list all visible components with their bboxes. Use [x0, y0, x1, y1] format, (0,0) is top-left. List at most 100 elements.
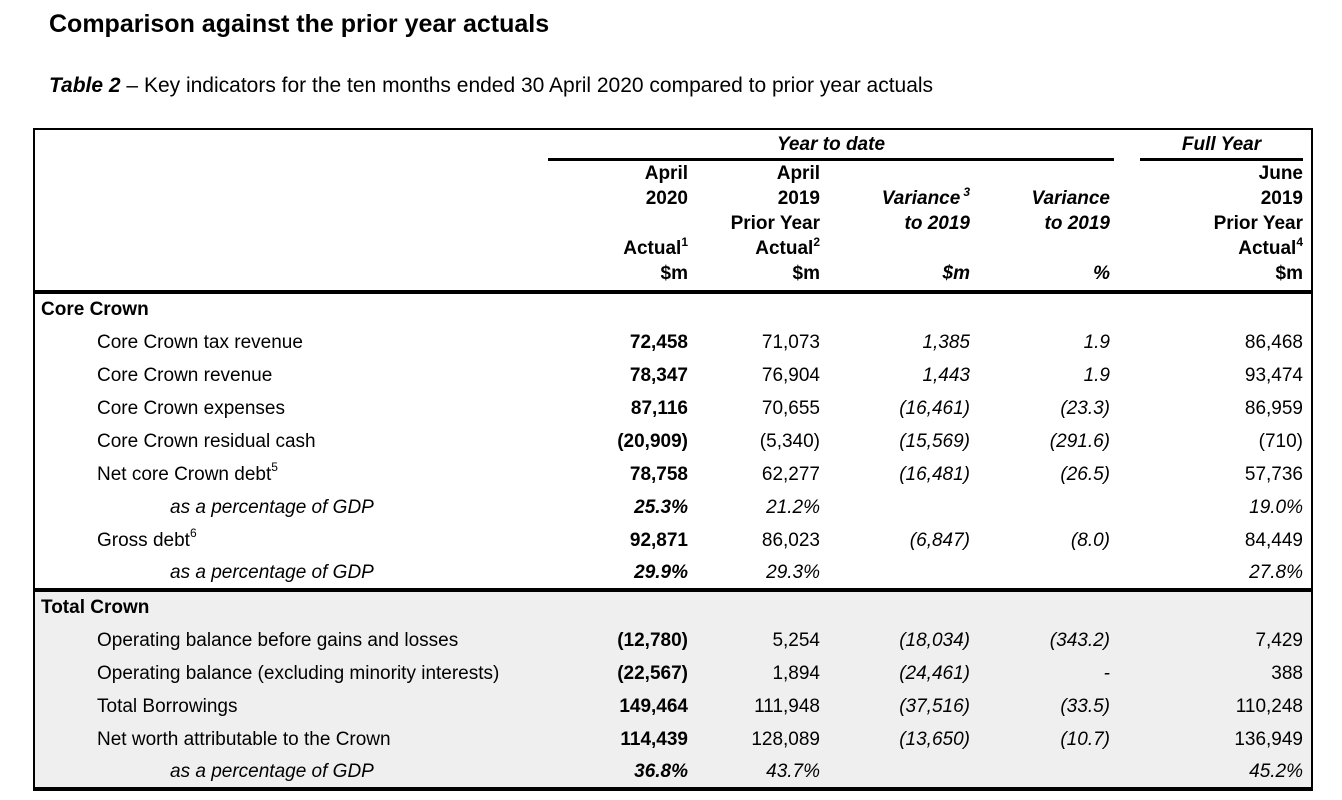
header-line	[534, 211, 694, 236]
cell-apr2020-actual: 25.3%	[634, 496, 688, 518]
header-spanner-row: Year to date Full Year	[34, 129, 1312, 161]
cell-variance-m: (24,461)	[826, 657, 976, 690]
cell-variance-m: (16,461)	[899, 397, 970, 419]
cell-variance-pct: (8.0)	[1070, 529, 1110, 551]
header-line: Prior Year	[730, 213, 820, 234]
table-row: Core Crown tax revenue 72,458 71,073 1,3…	[34, 326, 1312, 359]
footnote-marker: 4	[1296, 234, 1303, 249]
footnote-marker: 5	[271, 460, 278, 475]
row-label: Operating balance before gains and losse…	[34, 624, 534, 657]
footnote-marker: 3	[963, 184, 970, 199]
header-line	[826, 236, 976, 261]
row-label: as a percentage of GDP	[34, 756, 534, 789]
cell-fullyear-actual: 136,949	[1116, 723, 1312, 756]
cell-apr2020-actual: 78,758	[629, 463, 688, 485]
header-line: Actual2	[755, 234, 820, 259]
table-caption-ref: Table 2	[49, 74, 121, 97]
column-header-row: April 2020 Actual1 $m April 2019 Prior Y…	[34, 161, 1312, 294]
row-label: as a percentage of GDP	[170, 496, 374, 518]
table-row: Net worth attributable to the Crown 114,…	[34, 723, 1312, 756]
cell-fullyear-actual: 19.0%	[1249, 496, 1303, 518]
cell-apr2020-actual: (20,909)	[617, 430, 688, 452]
cell-variance-pct: (10.7)	[976, 723, 1116, 756]
cell-apr2020-actual: 149,464	[534, 690, 694, 723]
cell-apr2020-actual: (22,567)	[534, 657, 694, 690]
section-label: Core Crown	[41, 299, 149, 320]
cell-fullyear-actual: (710)	[1258, 430, 1303, 452]
header-line: June	[1258, 163, 1303, 184]
header-line	[976, 161, 1116, 186]
row-label: Net worth attributable to the Crown	[34, 723, 534, 756]
header-line: Actual4	[1238, 234, 1303, 259]
gdp-percentage-row: as a percentage of GDP 29.9% 29.3% 27.8%	[34, 557, 1312, 590]
cell-fullyear-actual: 110,248	[1116, 690, 1312, 723]
cell-variance-m	[826, 491, 976, 524]
cell-variance-pct: 1.9	[1083, 364, 1110, 386]
header-apr2020: April 2020 Actual1 $m	[534, 161, 694, 294]
header-line: April	[776, 163, 820, 184]
cell-fullyear-actual: 7,429	[1116, 624, 1312, 657]
cell-apr2020-actual: 72,458	[629, 331, 688, 353]
cell-variance-pct: (291.6)	[1049, 430, 1110, 452]
cell-variance-m: (15,569)	[899, 430, 970, 452]
row-label: Core Crown revenue	[97, 364, 273, 386]
cell-fullyear-actual: 388	[1116, 657, 1312, 690]
cell-fullyear-actual: 84,449	[1244, 529, 1303, 551]
key-indicators-table: Year to date Full Year April 2020 Actual…	[33, 128, 1313, 791]
header-label-cell	[34, 161, 534, 294]
cell-apr2019-actual: 76,904	[761, 364, 820, 386]
row-label: Operating balance (excluding minority in…	[34, 657, 534, 690]
row-label: Net core Crown debt5	[97, 460, 278, 485]
row-label: Core Crown residual cash	[97, 430, 316, 452]
header-line: 2019	[777, 188, 820, 209]
cell-variance-pct	[976, 491, 1116, 524]
row-label: Gross debt6	[97, 526, 197, 551]
header-line: %	[1093, 263, 1110, 284]
cell-apr2019-actual: 111,948	[694, 690, 826, 723]
row-label: Total Borrowings	[34, 690, 534, 723]
full-year-spanner: Full Year	[1140, 134, 1303, 161]
cell-apr2020-actual: (12,780)	[534, 624, 694, 657]
header-line: to 2019	[904, 213, 970, 234]
cell-fullyear-actual: 27.8%	[1249, 561, 1303, 583]
section-row-total-crown: Total Crown	[34, 588, 1312, 624]
section-label: Total Crown	[34, 588, 1312, 624]
spanner-fy-cell: Full Year	[1116, 129, 1312, 161]
cell-apr2020-actual: 87,116	[630, 397, 688, 419]
spanner-ytd-cell: Year to date	[534, 129, 1116, 161]
cell-variance-pct: -	[976, 657, 1116, 690]
table-row: Net core Crown debt5 78,758 62,277 (16,4…	[34, 458, 1312, 491]
cell-variance-m	[826, 756, 976, 789]
gdp-percentage-row: as a percentage of GDP 36.8% 43.7% 45.2%	[34, 756, 1312, 789]
header-line: $m	[660, 263, 688, 284]
page-title: Comparison against the prior year actual…	[49, 10, 550, 38]
cell-variance-pct: (23.3)	[1060, 397, 1110, 419]
cell-variance-m	[826, 557, 976, 590]
header-line: Prior Year	[1213, 213, 1303, 234]
section-row-core-crown: Core Crown	[34, 292, 1312, 326]
cell-apr2020-actual: 92,871	[629, 529, 688, 551]
header-line: 2019	[1260, 188, 1303, 209]
cell-variance-m: 1,385	[922, 331, 970, 353]
footnote-marker: 2	[813, 234, 820, 249]
header-line: Variance	[1031, 188, 1110, 209]
cell-apr2020-actual: 78,347	[629, 364, 688, 386]
cell-fullyear-actual: 45.2%	[1116, 756, 1312, 789]
header-jun2019: June 2019 Prior Year Actual4 $m	[1116, 161, 1312, 294]
cell-fullyear-actual: 93,474	[1244, 364, 1303, 386]
header-line: to 2019	[1044, 213, 1110, 234]
header-line: $m	[1275, 263, 1303, 284]
cell-variance-m: (16,481)	[899, 463, 970, 485]
cell-apr2019-actual: (5,340)	[759, 430, 820, 452]
cell-apr2019-actual: 86,023	[761, 529, 820, 551]
header-line: 2020	[645, 188, 688, 209]
spanner-empty-cell	[34, 129, 534, 161]
cell-apr2019-actual: 62,277	[761, 463, 820, 485]
cell-variance-m: (6,847)	[909, 529, 970, 551]
table-row: Gross debt6 92,871 86,023 (6,847) (8.0) …	[34, 524, 1312, 557]
cell-apr2020-actual: 114,439	[534, 723, 694, 756]
table-caption-text: – Key indicators for the ten months ende…	[120, 74, 934, 97]
footnote-marker: 1	[681, 234, 688, 249]
table-row: Core Crown expenses 87,116 70,655 (16,46…	[34, 392, 1312, 425]
header-line: $m	[942, 263, 970, 284]
